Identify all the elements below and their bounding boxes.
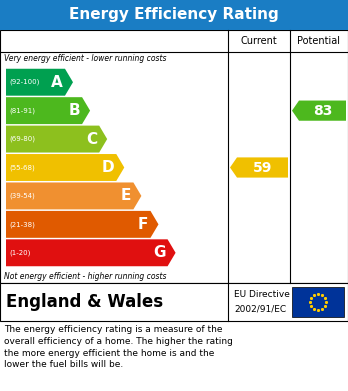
Text: 83: 83 [313,104,332,118]
Bar [0,0,348,30]
Text: England & Wales: England & Wales [6,293,163,311]
Text: F: F [138,217,149,232]
Polygon shape [6,154,124,181]
Text: E: E [121,188,132,203]
Polygon shape [6,97,90,124]
Text: The energy efficiency rating is a measure of the
overall efficiency of a home. T: The energy efficiency rating is a measur… [4,325,233,369]
Text: 2002/91/EC: 2002/91/EC [234,304,286,313]
Text: C: C [86,131,97,147]
Polygon shape [6,239,176,266]
Text: 59: 59 [253,160,272,174]
Bar [0,30,348,283]
Text: A: A [51,75,63,90]
Polygon shape [6,183,141,210]
Bar [292,287,344,317]
Text: (39-54): (39-54) [9,193,35,199]
Polygon shape [292,100,346,121]
Polygon shape [6,211,158,238]
Text: B: B [69,103,80,118]
Text: (55-68): (55-68) [9,164,35,171]
Bar [0,283,348,321]
Text: EU Directive: EU Directive [234,290,290,299]
Polygon shape [6,69,73,96]
Text: (69-80): (69-80) [9,136,35,142]
Text: Current: Current [240,36,277,46]
Text: G: G [153,245,166,260]
Text: (81-91): (81-91) [9,108,35,114]
Polygon shape [230,158,288,178]
Text: Very energy efficient - lower running costs: Very energy efficient - lower running co… [4,54,166,63]
Text: Energy Efficiency Rating: Energy Efficiency Rating [69,7,279,23]
Text: (1-20): (1-20) [9,249,30,256]
Polygon shape [6,126,107,152]
Text: (21-38): (21-38) [9,221,35,228]
Text: (92-100): (92-100) [9,79,39,86]
Text: Not energy efficient - higher running costs: Not energy efficient - higher running co… [4,272,166,281]
Text: D: D [102,160,114,175]
Text: Potential: Potential [298,36,340,46]
